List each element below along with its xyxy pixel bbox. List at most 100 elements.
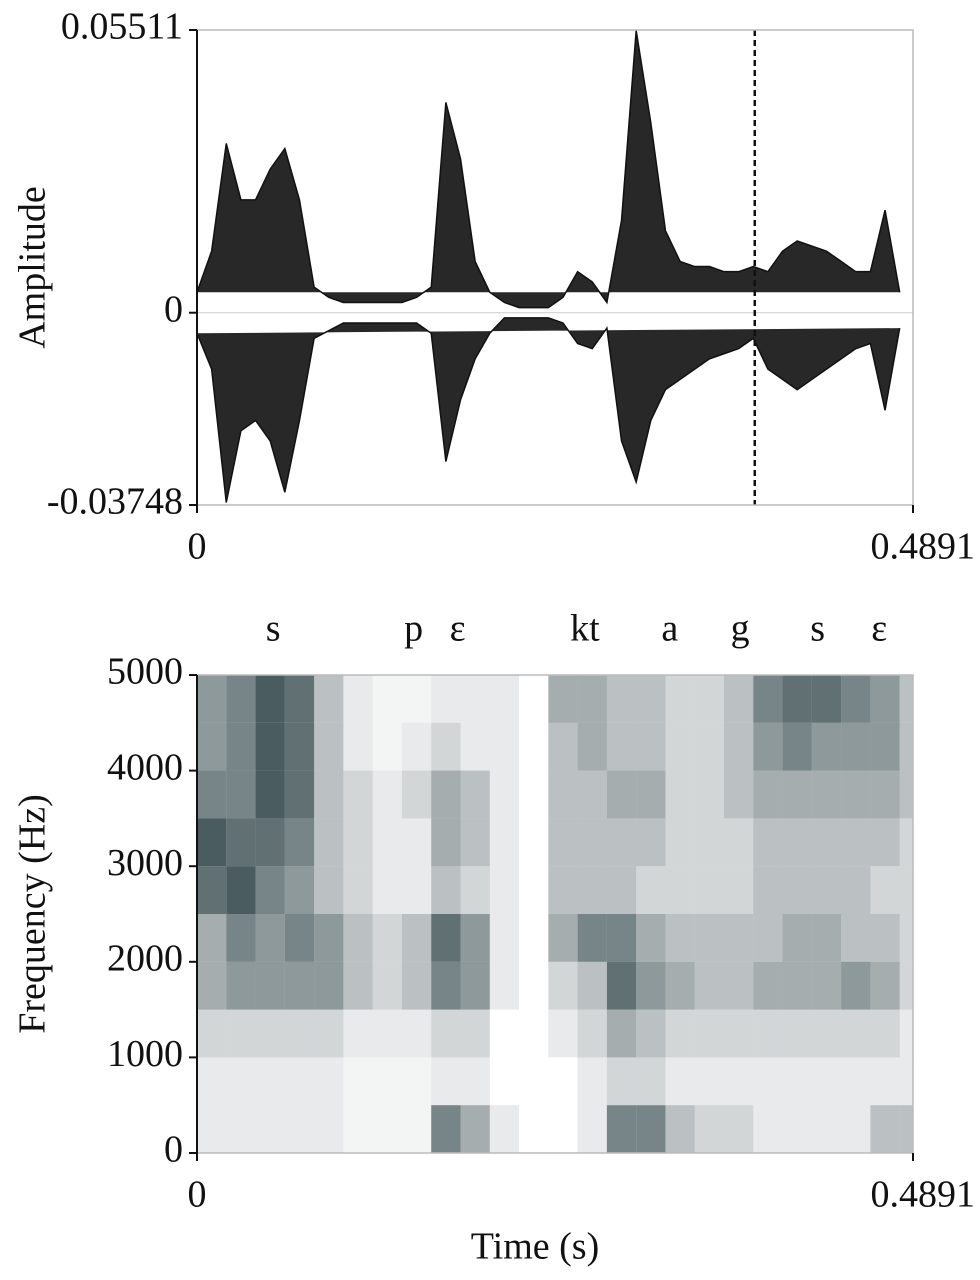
cell <box>519 866 548 914</box>
x-tick-label: 0.4891 <box>871 526 976 568</box>
cell <box>255 1009 285 1058</box>
cell <box>372 818 402 867</box>
y-tick-label: 0 <box>164 288 183 330</box>
cell <box>841 818 871 867</box>
waveform <box>196 30 901 309</box>
cell <box>460 1009 490 1058</box>
cell <box>284 961 315 1010</box>
y-axis-label: Amplitude <box>12 186 54 349</box>
cell <box>431 675 461 723</box>
cell <box>694 770 725 819</box>
cell <box>899 1057 913 1106</box>
cell <box>577 722 607 771</box>
cell <box>548 675 578 723</box>
cell <box>226 866 256 914</box>
cell <box>899 914 913 962</box>
cell <box>226 1009 256 1058</box>
cell <box>694 675 725 723</box>
cell <box>724 1105 754 1153</box>
cell <box>724 722 754 771</box>
cell <box>255 770 285 819</box>
cell <box>255 914 285 962</box>
cell <box>197 722 227 771</box>
cell <box>489 914 520 962</box>
cell <box>753 866 783 914</box>
cell <box>226 722 256 771</box>
cell <box>841 866 871 914</box>
cell <box>636 1009 666 1058</box>
cell <box>284 1105 315 1153</box>
cell <box>899 866 913 914</box>
cell <box>724 818 754 867</box>
cell <box>372 1057 402 1106</box>
cell <box>811 914 842 962</box>
cell <box>431 1057 461 1106</box>
cell <box>460 722 490 771</box>
cell <box>811 961 842 1010</box>
cell <box>665 818 695 867</box>
cell <box>548 1105 577 1153</box>
cell <box>782 1105 812 1153</box>
cell <box>255 675 285 723</box>
cell <box>870 722 900 771</box>
cell <box>665 914 695 962</box>
cell <box>519 1057 548 1105</box>
y-tick-label: 0.05511 <box>61 6 183 48</box>
cell <box>665 770 695 819</box>
cell <box>401 914 432 962</box>
phoneme-label: s <box>810 608 825 650</box>
cell <box>577 770 607 819</box>
cell <box>460 818 490 867</box>
cell <box>343 1009 373 1058</box>
cell <box>694 818 725 867</box>
cell <box>724 914 754 962</box>
cell <box>255 722 285 771</box>
cell <box>343 722 373 771</box>
cell <box>870 1057 900 1106</box>
cell <box>548 818 578 867</box>
cell <box>548 961 578 1010</box>
cell <box>899 675 913 723</box>
cell <box>782 818 812 867</box>
cell <box>724 866 754 914</box>
cell <box>226 818 256 867</box>
cell <box>870 866 900 914</box>
cell <box>372 770 402 819</box>
cell <box>490 1010 519 1058</box>
cell <box>343 675 373 723</box>
cell <box>431 770 461 819</box>
x-tick-label: 0 <box>188 1174 207 1216</box>
cell <box>460 770 490 819</box>
y-tick-label: 4000 <box>107 746 183 788</box>
phoneme-label: p <box>404 608 423 650</box>
cell <box>577 1105 607 1153</box>
phoneme-label: ε <box>450 608 466 650</box>
cell <box>636 722 666 771</box>
cell <box>343 961 373 1010</box>
cell <box>431 722 461 771</box>
cell <box>284 770 315 819</box>
cell <box>724 770 754 819</box>
cell <box>197 770 227 819</box>
phoneme-label: kt <box>570 608 600 650</box>
cell <box>870 1009 900 1058</box>
cell <box>811 818 842 867</box>
phoneme-label: s <box>266 608 281 650</box>
cell <box>431 961 461 1010</box>
cell <box>694 961 725 1010</box>
cell <box>870 675 900 723</box>
cell <box>665 1105 695 1153</box>
cell <box>548 770 578 819</box>
cell <box>197 961 227 1010</box>
cell <box>899 961 913 1010</box>
cell <box>665 675 695 723</box>
cell <box>489 1105 520 1153</box>
cell <box>753 1057 783 1106</box>
cell <box>255 818 285 867</box>
cell <box>694 1057 725 1106</box>
cell <box>811 1009 842 1058</box>
cell <box>284 1057 315 1106</box>
y-tick-label: 5000 <box>107 651 183 693</box>
cell <box>548 722 578 771</box>
cell <box>314 961 344 1010</box>
